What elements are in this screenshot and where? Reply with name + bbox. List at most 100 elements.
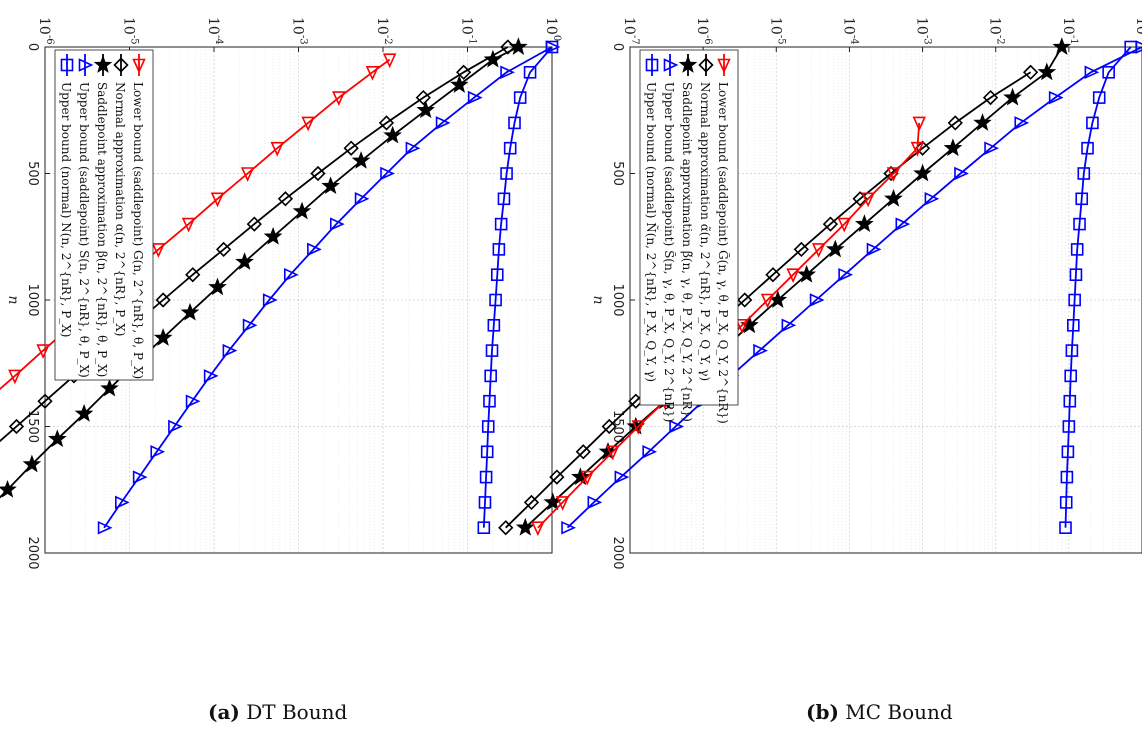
data-point	[240, 167, 255, 182]
chart-a: 10-610-510-410-310-210-11000500100015002…	[0, 17, 562, 570]
data-point	[479, 470, 493, 484]
x-tick-label: 0	[610, 43, 625, 51]
data-point	[405, 141, 421, 155]
data-point	[811, 243, 826, 258]
data-point	[1064, 369, 1078, 383]
data-point	[203, 369, 219, 383]
data-point	[180, 302, 200, 321]
data-point	[22, 454, 42, 473]
data-point	[954, 166, 969, 181]
x-tick-label: 1000	[25, 283, 40, 316]
data-point	[380, 166, 395, 181]
data-point	[753, 343, 768, 358]
legend-label: Upper bound (saddlepoint) S(n, 2^{nR}, θ…	[77, 82, 91, 378]
data-point	[669, 419, 685, 434]
data-point	[601, 418, 617, 435]
y-tick-label: 100	[543, 17, 562, 41]
data-point	[838, 267, 854, 282]
data-point	[854, 214, 874, 233]
data-point	[984, 141, 999, 155]
data-point	[825, 239, 845, 258]
data-point	[185, 394, 201, 408]
data-point	[1073, 217, 1086, 231]
data-point	[1075, 192, 1089, 206]
data-point	[1084, 65, 1100, 80]
data-point	[1135, 40, 1142, 54]
y-tick-label: 10-5	[121, 17, 140, 45]
data-point	[580, 470, 594, 486]
data-point	[523, 66, 537, 79]
caption-b-label: (b)	[806, 700, 839, 724]
data-point	[416, 100, 435, 119]
data-point	[483, 49, 503, 68]
data-point	[151, 243, 166, 258]
y-tick-label: 10-6	[694, 17, 713, 45]
y-tick-label: 10-1	[459, 17, 478, 45]
data-point	[365, 66, 380, 81]
series-line	[0, 46, 509, 443]
data-point	[284, 267, 299, 282]
data-point	[1077, 167, 1091, 180]
series-0	[477, 40, 559, 535]
caption-a-label: (a)	[208, 700, 240, 724]
caption-b-text: MC Bound	[845, 700, 953, 724]
data-point	[415, 89, 431, 106]
data-point	[153, 328, 173, 346]
legend-label: Upper bound (normal) Ñ(n, 2^{nR}, P_X, Q…	[644, 82, 659, 382]
data-point	[351, 151, 371, 169]
chart-b: 10-710-610-510-410-310-210-1100050010001…	[498, 17, 1142, 570]
data-point	[912, 116, 926, 132]
caption-b: (b) MC Bound	[806, 700, 953, 724]
data-point	[1048, 90, 1064, 105]
data-point	[631, 420, 646, 435]
data-point	[982, 89, 999, 106]
data-point	[490, 268, 504, 282]
data-point	[587, 495, 603, 510]
data-point	[614, 470, 630, 484]
data-point	[484, 369, 497, 383]
data-point	[1102, 66, 1115, 79]
data-point	[456, 64, 472, 80]
data-point	[262, 293, 278, 307]
data-point	[383, 125, 403, 144]
legend: Upper bound (normal) N(n, 2^{nR}, P_X) Up…	[54, 49, 154, 381]
data-point	[310, 165, 326, 182]
data-point	[760, 293, 775, 309]
data-point	[1022, 64, 1039, 80]
legend-marker	[132, 58, 146, 74]
data-point	[575, 444, 591, 460]
data-point	[598, 441, 618, 460]
data-point	[132, 470, 148, 484]
data-point	[181, 217, 196, 233]
data-point	[450, 75, 469, 93]
data-point	[235, 252, 254, 270]
data-point	[489, 293, 502, 307]
figure: 10-610-510-410-310-210-11000500100015002…	[0, 17, 1142, 570]
data-point	[973, 113, 992, 131]
data-point	[481, 420, 495, 433]
data-point	[837, 217, 852, 233]
data-point	[270, 141, 284, 157]
legend-label: Saddlepoint approximation β(n, 2^{nR}, θ…	[95, 82, 109, 377]
data-point	[545, 40, 561, 54]
data-point	[1066, 318, 1080, 332]
series-line	[103, 46, 553, 529]
data-point	[735, 318, 749, 334]
x-tick-label: 2000	[25, 536, 40, 569]
data-point	[765, 267, 781, 283]
legend-marker	[93, 55, 113, 73]
data-point	[561, 520, 576, 535]
data-point	[500, 167, 513, 180]
legend: Upper bound (normal) Ñ(n, 2^{nR}, P_X, Q…	[639, 49, 739, 424]
data-point	[210, 192, 225, 208]
y-tick-label: 10-3	[914, 17, 933, 45]
data-point	[1092, 91, 1106, 104]
legend-label: Upper bound (saddlepoint) S̃(n, γ, θ, P_…	[662, 82, 677, 422]
data-point	[861, 192, 875, 208]
data-point	[332, 91, 346, 107]
data-point	[866, 242, 882, 257]
data-point	[301, 116, 315, 132]
data-point	[1069, 268, 1083, 282]
data-point	[781, 318, 797, 333]
data-point	[494, 217, 508, 231]
